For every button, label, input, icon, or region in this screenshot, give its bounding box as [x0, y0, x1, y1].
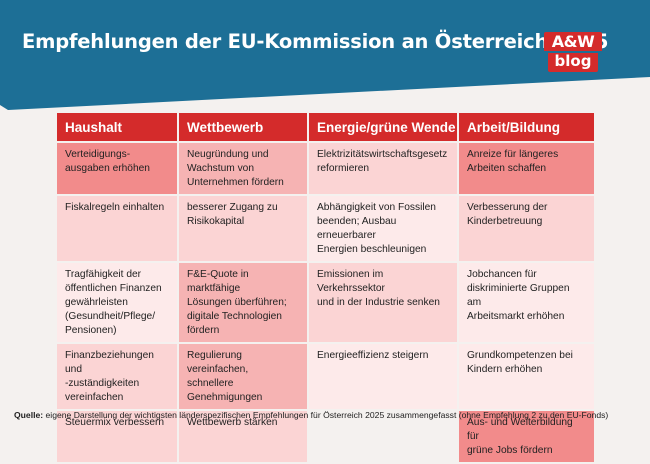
table-cell: Finanzbeziehungen und -zuständigkeiten ver…: [57, 344, 177, 409]
column-header-energie: Energie/grüne Wende: [309, 113, 457, 141]
recommendations-table: Haushalt Wettbewerb Energie/grüne Wende …: [55, 111, 596, 464]
table-cell: Verbesserung der Kinderbetreuung: [459, 196, 594, 261]
table-cell: Elektrizitätswirtschaftsgesetz reformiere…: [309, 143, 457, 194]
source-text: eigene Darstellung der wichtigsten lände…: [43, 410, 609, 420]
source-label: Quelle:: [14, 410, 44, 420]
table-cell: Neugründung und Wachstum von Unternehmen f…: [179, 143, 307, 194]
aw-blog-logo[interactable]: A&W blog: [544, 32, 602, 72]
column-header-wettbewerb: Wettbewerb: [179, 113, 307, 141]
table-row: Verteidigungs-ausgaben erhöhen Neugründu…: [57, 143, 594, 194]
logo-bottom-text: blog: [548, 53, 598, 72]
source-note: Quelle: eigene Darstellung der wichtigst…: [14, 410, 608, 420]
table-cell: Verteidigungs-ausgaben erhöhen: [57, 143, 177, 194]
table-cell: Grundkompetenzen bei Kindern erhöhen: [459, 344, 594, 409]
table-cell: Emissionen im Verkehrssektor und in der I…: [309, 263, 457, 342]
table-cell: besserer Zugang zu Risikokapital: [179, 196, 307, 261]
page-title: Empfehlungen der EU-Kommission an Österr…: [22, 30, 609, 53]
column-header-haushalt: Haushalt: [57, 113, 177, 141]
table-cell: Tragfähigkeit der öffentlichen Finanzen ge…: [57, 263, 177, 342]
column-header-arbeit: Arbeit/Bildung: [459, 113, 594, 141]
table-cell: Energieeffizienz steigern: [309, 344, 457, 409]
table-cell: F&E-Quote in marktfähige Lösungen überfüh…: [179, 263, 307, 342]
table-row: Finanzbeziehungen und -zuständigkeiten ver…: [57, 344, 594, 409]
table-cell: Abhängigkeit von Fossilen beenden; Ausbau…: [309, 196, 457, 261]
table-row: Fiskalregeln einhalten besserer Zugang z…: [57, 196, 594, 261]
table-cell: Regulierung vereinfachen, schnellere Geneh…: [179, 344, 307, 409]
table-header-row: Haushalt Wettbewerb Energie/grüne Wende …: [57, 113, 594, 141]
table-cell: Jobchancen für diskriminierte Gruppen am A…: [459, 263, 594, 342]
table-cell: Anreize für längeres Arbeiten schaffen: [459, 143, 594, 194]
table-cell: Fiskalregeln einhalten: [57, 196, 177, 261]
logo-top-text: A&W: [544, 32, 602, 51]
table-row: Tragfähigkeit der öffentlichen Finanzen ge…: [57, 263, 594, 342]
